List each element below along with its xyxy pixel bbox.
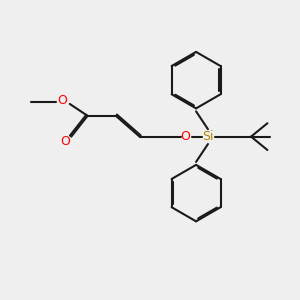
- Text: O: O: [60, 135, 70, 148]
- Text: O: O: [181, 130, 190, 143]
- Text: Si: Si: [202, 130, 214, 143]
- Text: O: O: [57, 94, 67, 107]
